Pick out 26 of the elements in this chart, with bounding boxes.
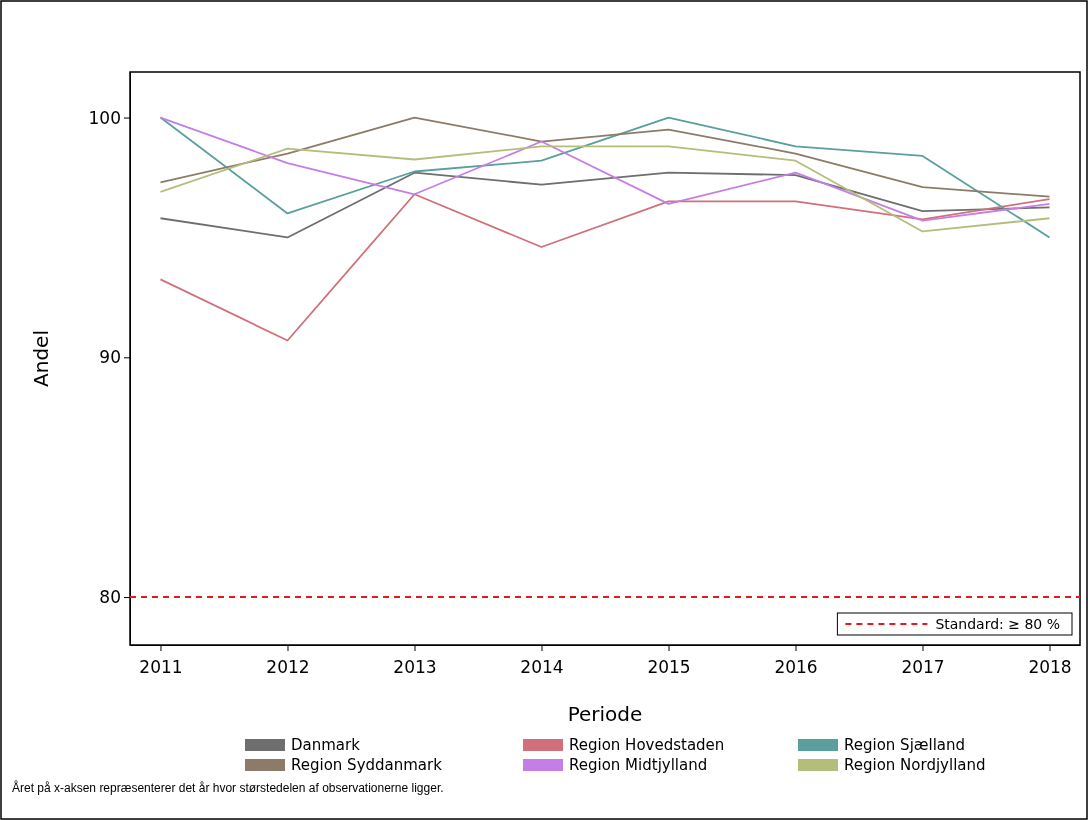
text: Året på x-aksen repræsenterer det år hvor størstedelen af observationerne ligger.: [12, 780, 444, 795]
y-tick-label: 80: [99, 586, 121, 607]
line-series: [159, 193, 1051, 342]
legend-label: Region Hovedstaden: [569, 736, 725, 755]
reference-legend-box: Standard: ≥ 80 %: [836, 612, 1073, 636]
x-axis-title: Periode: [567, 702, 643, 726]
ref-line-label: Standard: ≥ 80 %: [935, 616, 1060, 632]
x-tick-label: 2011: [139, 656, 183, 677]
line-series: [159, 116, 1051, 198]
legend-label: Region Nordjylland: [844, 756, 986, 775]
x-tick-label: 2015: [647, 656, 691, 677]
line-series: [159, 145, 1051, 233]
x-tick-label: 2017: [901, 656, 945, 677]
x-tick-label: 2018: [1028, 656, 1072, 677]
line-series: [159, 171, 1051, 239]
y-axis-title: Andel: [29, 330, 53, 387]
x-tick-label: 2016: [774, 656, 818, 677]
legend-label: Region Sjælland: [844, 736, 966, 755]
y-tick-label: 90: [99, 347, 121, 368]
x-tick-label: 2012: [266, 656, 310, 677]
y-tick-label: 100: [88, 107, 121, 128]
legend-label: Danmark: [291, 736, 361, 755]
x-tick-label: 2014: [520, 656, 564, 677]
legend-label: Region Syddanmark: [291, 756, 443, 775]
x-tick-label: 2013: [393, 656, 437, 677]
legend-label: Region Midtjylland: [569, 756, 708, 775]
